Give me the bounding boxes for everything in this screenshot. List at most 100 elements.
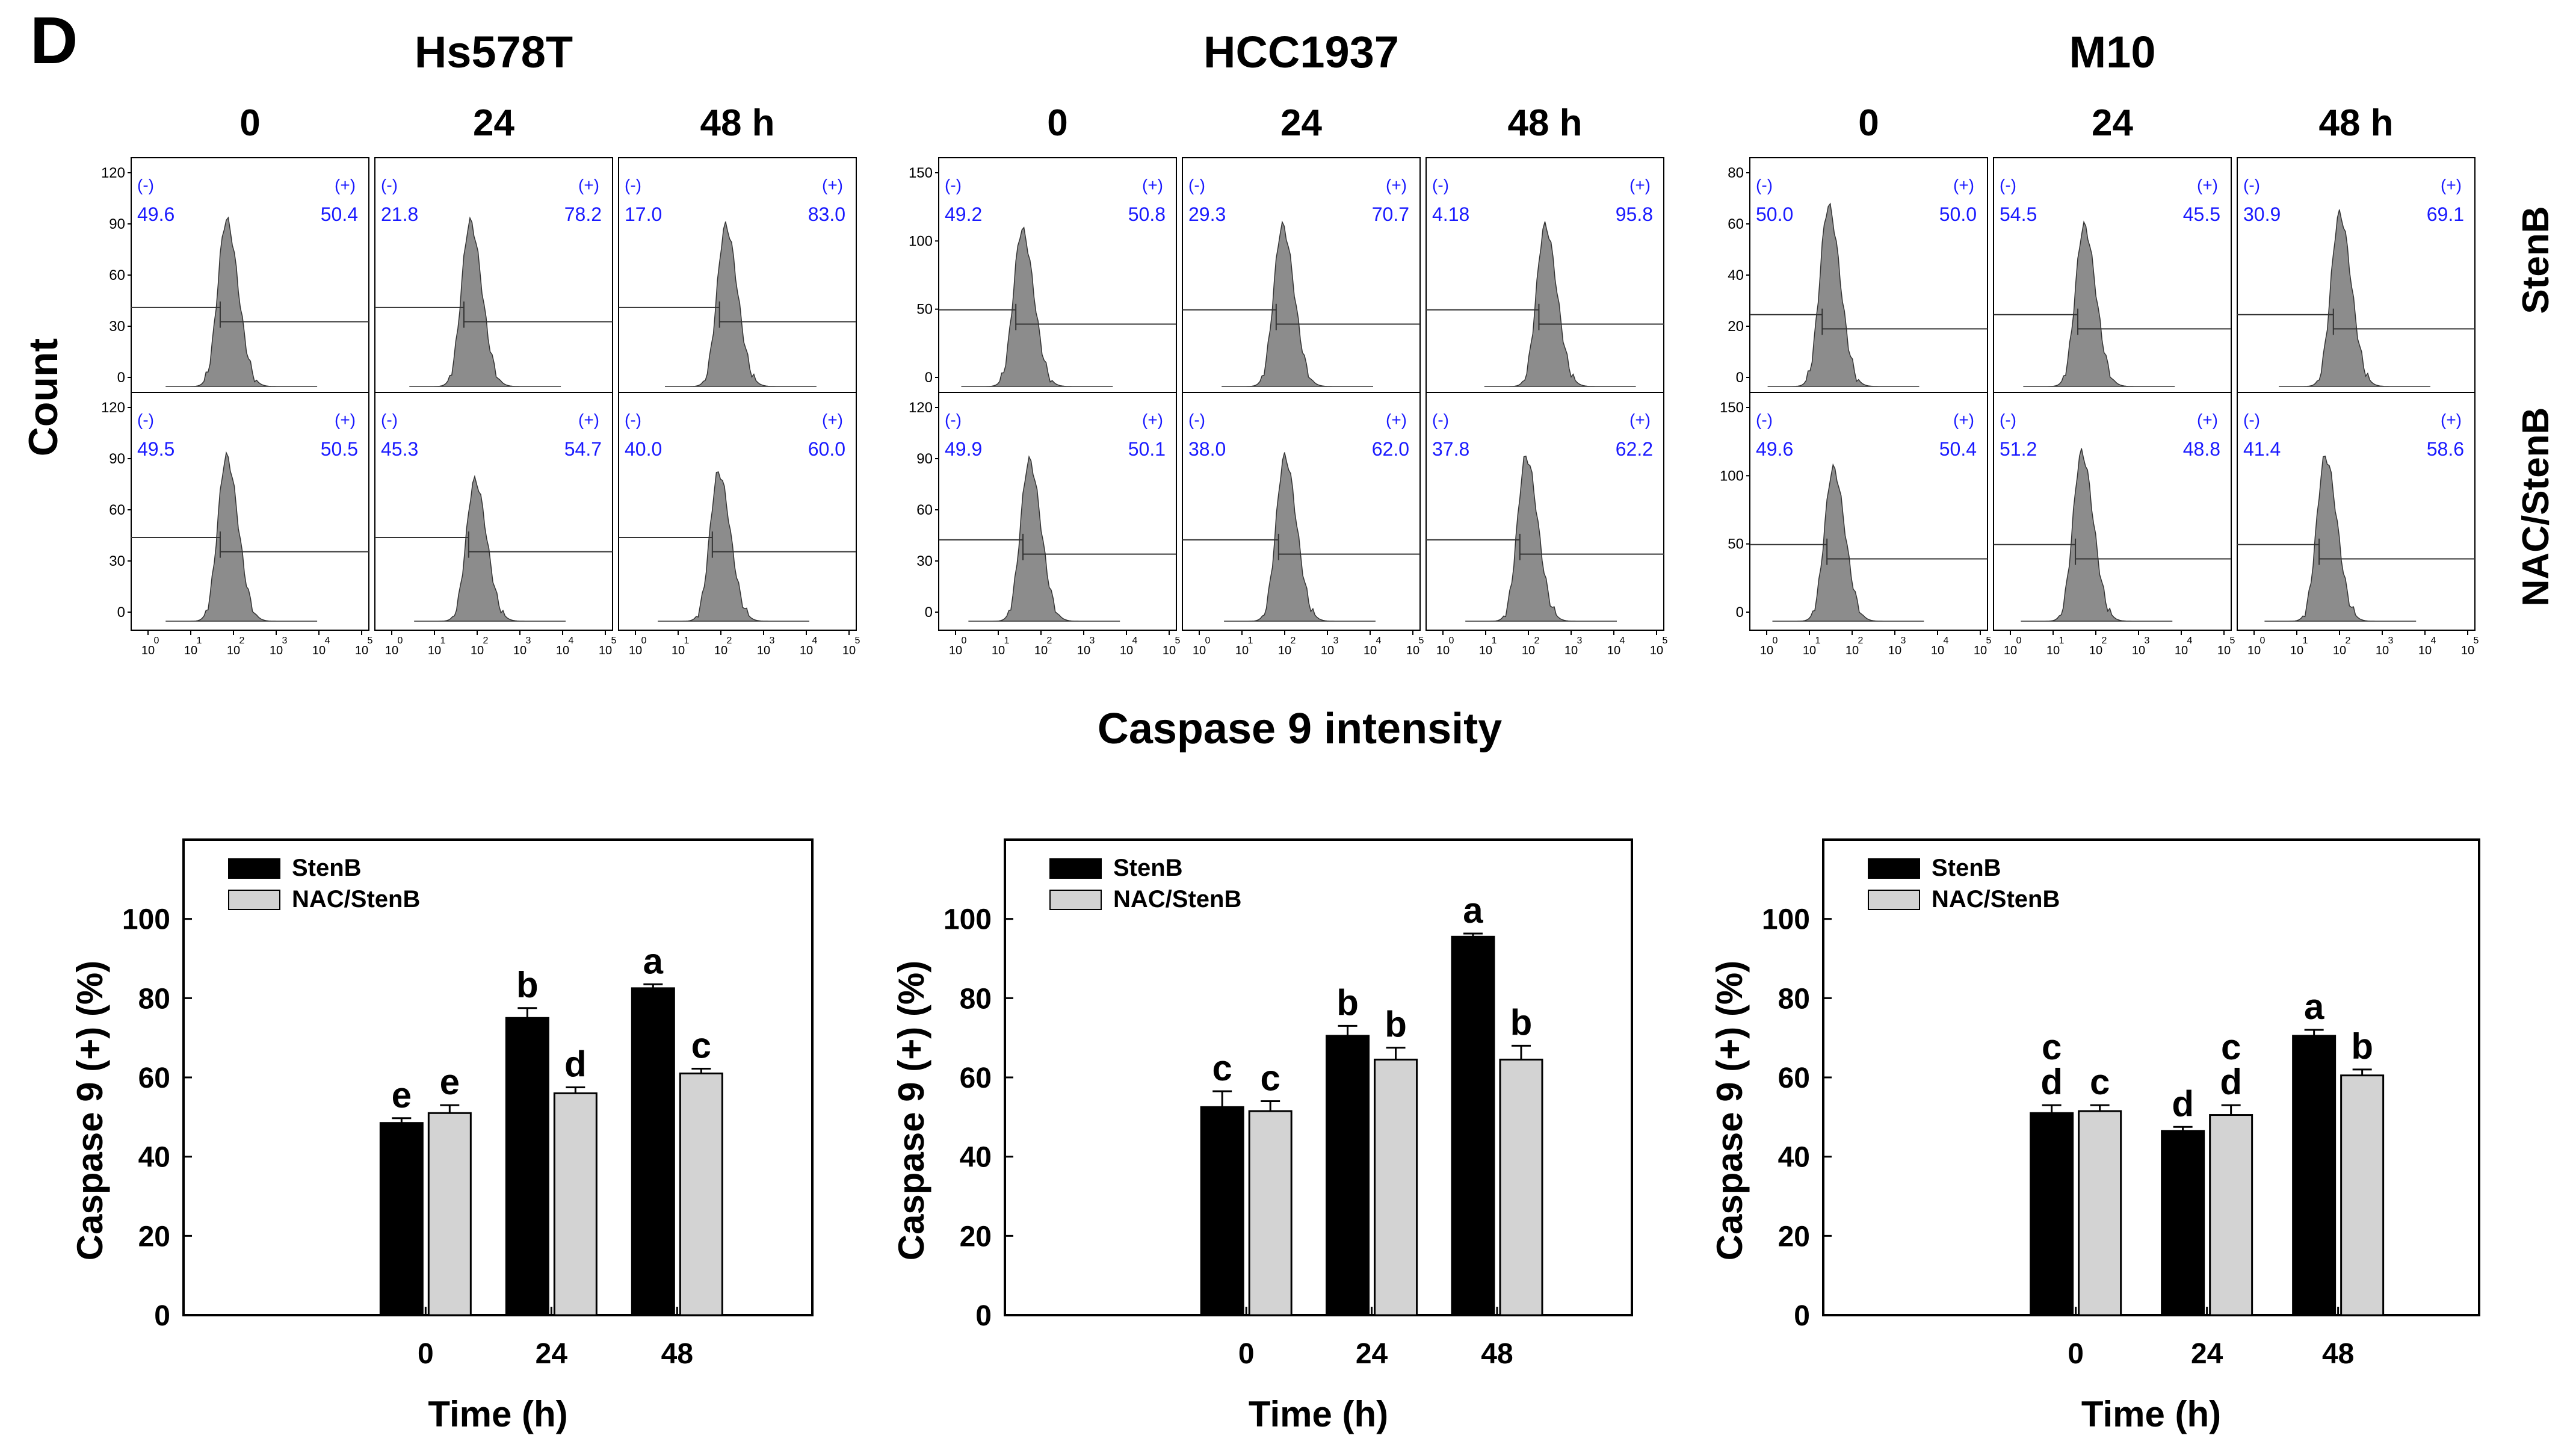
- x-tick-exp: 5: [1175, 636, 1181, 646]
- gate-neg-label: (-): [625, 410, 641, 429]
- gate-neg-value: 17.0: [625, 203, 662, 225]
- x-tick-base: 10: [1193, 644, 1206, 657]
- x-tick-base: 10: [1974, 644, 1987, 657]
- x-tick-exp: 4: [569, 636, 574, 646]
- bar-chart-0: 0 20 40 60 80 100 0 e e 24 bd 48 a c StenB NAC/StenB Tim…: [70, 838, 814, 1434]
- gate-pos-label: (+): [1953, 176, 1974, 194]
- gate-pos-value: 58.6: [2427, 438, 2464, 460]
- x-tick-base: 10: [141, 644, 155, 657]
- x-tick-base: 10: [2333, 644, 2346, 657]
- bar: [1451, 935, 1495, 1316]
- x-tick-base: 10: [2418, 644, 2432, 657]
- gate-neg-label: (-): [2000, 410, 2016, 429]
- gate-pos-value: 50.5: [321, 438, 358, 460]
- x-tick-exp: 3: [526, 636, 531, 646]
- gate-neg-value: 50.0: [1756, 203, 1793, 225]
- histogram-frame: [938, 392, 1177, 631]
- histogram-peak: [2021, 448, 2173, 622]
- legend-swatch: [228, 858, 280, 879]
- time-header: 0: [239, 102, 260, 144]
- x-tick-exp: 1: [197, 636, 202, 646]
- x-tick-base: 10: [1803, 644, 1816, 657]
- gate-neg-label: (-): [381, 410, 398, 429]
- x-tick-label: 0: [1238, 1338, 1255, 1370]
- gate-neg-label: (-): [1432, 410, 1449, 429]
- legend-label: NAC/StenB: [292, 886, 420, 912]
- y-tick-label: 0: [925, 370, 933, 386]
- x-tick-base: 10: [992, 644, 1005, 657]
- x-tick-base: 10: [842, 644, 856, 657]
- y-tick-label: 80: [1728, 165, 1744, 181]
- x-tick-exp: 1: [1004, 636, 1010, 646]
- legend-swatch: [1049, 890, 1102, 910]
- legend-label: NAC/StenB: [1113, 886, 1241, 912]
- y-tick-label: 40: [1728, 267, 1744, 283]
- significance-letter: e: [440, 1062, 460, 1102]
- x-tick-base: 10: [949, 644, 962, 657]
- bar: [1499, 1058, 1543, 1316]
- x-tick-exp: 2: [1047, 636, 1052, 646]
- significance-letter: a: [1463, 890, 1483, 931]
- significance-letter: d: [2220, 1062, 2242, 1102]
- y-tick-label: 100: [1720, 468, 1744, 484]
- y-tick-label: 150: [909, 165, 933, 181]
- significance-letter: c: [691, 1026, 711, 1066]
- x-tick-exp: 5: [1986, 636, 1992, 646]
- significance-letter: b: [1336, 982, 1359, 1023]
- y-tick-label: 40: [138, 1142, 170, 1174]
- gate-neg-value: 45.3: [381, 438, 418, 460]
- x-tick-base: 10: [513, 644, 527, 657]
- legend-label: StenB: [292, 855, 362, 881]
- histogram-peak: [1224, 452, 1376, 622]
- y-tick-label: 60: [109, 267, 125, 283]
- significance-letter: c: [2090, 1062, 2110, 1102]
- gate-pos-value: 54.7: [564, 438, 602, 460]
- gate-pos-value: 95.8: [1616, 203, 1653, 225]
- gate-neg-value: 21.8: [381, 203, 418, 225]
- significance-letter: e: [392, 1075, 412, 1115]
- significance-letter: a: [2304, 987, 2324, 1027]
- bar: [631, 987, 675, 1316]
- y-tick-label: 80: [960, 983, 992, 1015]
- x-tick-exp: 1: [440, 636, 446, 646]
- y-tick-label: 20: [138, 1221, 170, 1253]
- gate-neg-value: 49.6: [137, 203, 175, 225]
- x-tick-exp: 5: [855, 636, 860, 646]
- time-header: 24: [2092, 102, 2133, 144]
- x-tick-base: 10: [1522, 644, 1535, 657]
- y-tick-label: 60: [109, 502, 125, 518]
- histogram-frame: [1749, 392, 1988, 631]
- x-tick-exp: 3: [2388, 636, 2394, 646]
- significance-letter: c: [1260, 1058, 1280, 1098]
- histogram-peak: [961, 226, 1113, 387]
- histogram-peak: [1484, 221, 1636, 387]
- y-tick-label: 60: [1728, 216, 1744, 232]
- gate-neg-label: (-): [137, 176, 154, 194]
- legend-swatch: [228, 890, 280, 910]
- gate-pos-value: 69.1: [2427, 203, 2464, 225]
- y-tick-label: 20: [1728, 318, 1744, 335]
- y-axis-label: Caspase 9 (+) (%): [1710, 961, 1750, 1261]
- legend-swatch: [1868, 858, 1920, 879]
- x-tick-base: 10: [757, 644, 770, 657]
- significance-letter: a: [643, 941, 664, 981]
- x-tick-exp: 0: [1205, 636, 1211, 646]
- y-tick-label: 30: [109, 318, 125, 335]
- x-tick-base: 10: [1650, 644, 1663, 657]
- x-tick-base: 10: [2290, 644, 2303, 657]
- significance-letter: b: [1510, 1002, 1533, 1042]
- gate-pos-value: 50.8: [1128, 203, 1166, 225]
- bar: [2030, 1112, 2074, 1316]
- bar: [2340, 1074, 2385, 1316]
- x-tick-exp: 2: [239, 636, 245, 646]
- x-tick-exp: 5: [2230, 636, 2235, 646]
- cell-line-title: HCC1937: [1203, 27, 1399, 77]
- x-tick-base: 10: [1760, 644, 1773, 657]
- x-tick-base: 10: [1479, 644, 1492, 657]
- x-axis-label: Time (h): [2081, 1394, 2221, 1434]
- x-tick-base: 10: [2132, 644, 2145, 657]
- histogram-frame: [131, 392, 369, 631]
- x-tick-exp: 1: [684, 636, 690, 646]
- x-tick-exp: 4: [1132, 636, 1138, 646]
- bar: [2161, 1130, 2205, 1316]
